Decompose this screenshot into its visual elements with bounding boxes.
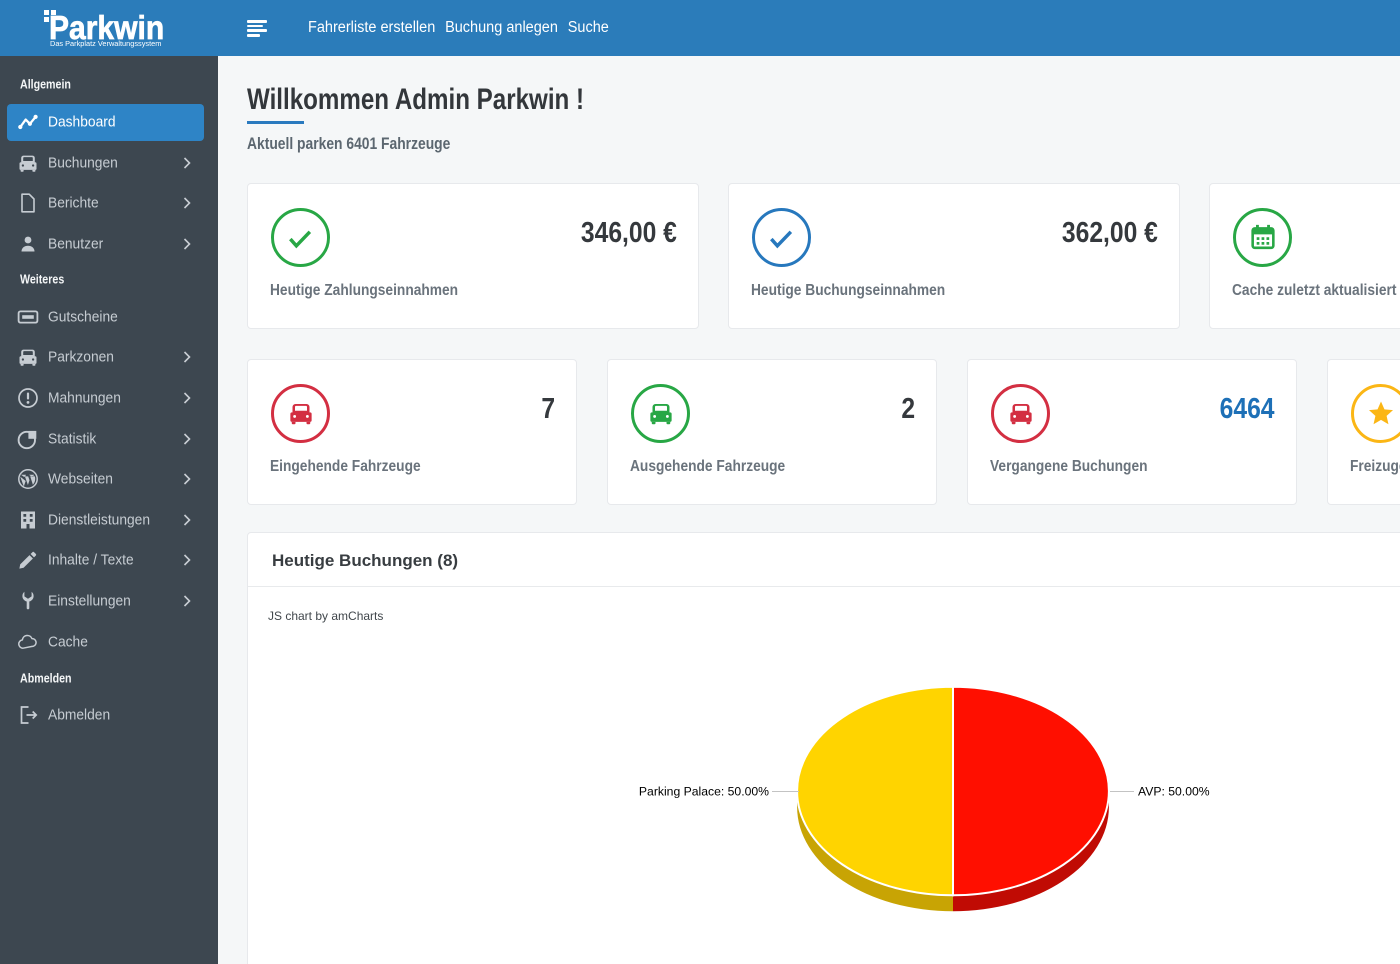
svg-text:Parking Palace: 50.00%: Parking Palace: 50.00% — [639, 785, 769, 799]
svg-text:AVP: 50.00%: AVP: 50.00% — [1138, 785, 1210, 799]
